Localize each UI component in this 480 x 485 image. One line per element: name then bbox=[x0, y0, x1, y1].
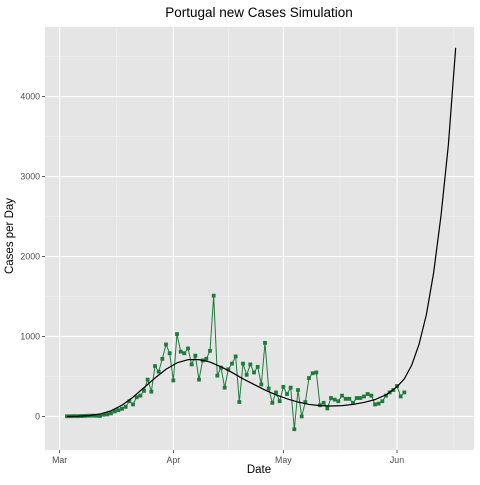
observed-data-point bbox=[307, 376, 311, 380]
observed-data-point bbox=[145, 377, 150, 382]
observed-data-point bbox=[186, 346, 190, 351]
observed-data-point bbox=[197, 377, 201, 382]
gridlines bbox=[45, 27, 474, 450]
observed-data-point bbox=[281, 384, 286, 389]
observed-data-point bbox=[149, 389, 154, 394]
observed-data-point bbox=[116, 408, 121, 413]
observed-data-point bbox=[219, 365, 223, 370]
observed-data-point bbox=[354, 396, 359, 400]
observed-data-point bbox=[347, 396, 352, 401]
observed-data-point bbox=[164, 342, 168, 347]
observed-data-point bbox=[373, 402, 377, 407]
observed-data-point bbox=[310, 371, 315, 376]
observed-data-point bbox=[358, 396, 363, 400]
observed-data-point bbox=[233, 354, 238, 359]
observed-data-point bbox=[376, 401, 381, 406]
observed-data-point bbox=[343, 396, 348, 401]
observed-data-point bbox=[402, 390, 407, 395]
observed-data-point bbox=[321, 400, 326, 405]
observed-data-point bbox=[270, 400, 275, 405]
observed-data-point bbox=[208, 348, 212, 353]
y-tick-label: 1000 bbox=[20, 331, 40, 341]
observed-data-point bbox=[380, 399, 385, 404]
observed-data-point bbox=[123, 404, 128, 409]
observed-data-point bbox=[244, 372, 249, 377]
plot-panel bbox=[45, 27, 474, 450]
observed-data-point bbox=[160, 356, 165, 361]
observed-data-point bbox=[336, 399, 341, 404]
observed-data-point bbox=[98, 414, 102, 418]
x-tick-label: May bbox=[275, 455, 292, 465]
observed-data-point bbox=[332, 397, 337, 402]
y-tick-label: 2000 bbox=[20, 251, 40, 261]
y-tick-label: 3000 bbox=[20, 172, 40, 182]
observed-data-point bbox=[314, 370, 319, 375]
observed-data-point bbox=[351, 400, 355, 405]
observed-data-point bbox=[109, 411, 113, 416]
observed-data-point bbox=[237, 400, 242, 404]
observed-data-point bbox=[329, 396, 333, 400]
observed-data-point bbox=[241, 361, 245, 366]
x-tick-label: Jun bbox=[390, 455, 404, 465]
observed-data-point bbox=[292, 427, 297, 432]
observed-data-point bbox=[285, 392, 289, 396]
chart-title: Portugal new Cases Simulation bbox=[165, 5, 353, 20]
observed-data-point bbox=[175, 332, 179, 336]
observed-data-point bbox=[303, 400, 308, 404]
observed-data-point bbox=[127, 399, 132, 404]
observed-data-point bbox=[101, 412, 106, 417]
observed-data-point bbox=[138, 393, 143, 398]
observed-data-point bbox=[215, 373, 220, 378]
y-axis-label: Cases per Day bbox=[4, 198, 16, 274]
observed-data-point bbox=[134, 395, 139, 400]
observed-data-point bbox=[277, 399, 282, 404]
observed-data-point bbox=[263, 340, 267, 345]
observed-data-point bbox=[167, 351, 172, 356]
observed-data-point bbox=[182, 351, 187, 356]
observed-data-point bbox=[274, 390, 278, 395]
x-axis-label: Date bbox=[247, 464, 271, 476]
observed-data-point bbox=[325, 406, 330, 411]
observed-data-point bbox=[299, 414, 304, 419]
observed-data-point bbox=[398, 394, 403, 399]
observed-data-point bbox=[94, 413, 99, 418]
observed-data-point bbox=[365, 392, 370, 396]
observed-data-point bbox=[105, 412, 110, 417]
observed-data-point bbox=[266, 386, 271, 391]
observed-data-point bbox=[369, 393, 374, 398]
axes: 0 1000 2000 3000 4000 Mar Apr May Jun bbox=[20, 92, 404, 465]
observed-data-point bbox=[193, 353, 198, 358]
observed-data-point bbox=[189, 362, 194, 367]
observed-data-point bbox=[178, 349, 183, 354]
observed-data-point bbox=[255, 364, 260, 369]
observed-data-point bbox=[171, 378, 176, 383]
x-tick-label: Mar bbox=[52, 455, 67, 465]
observed-data-point bbox=[362, 394, 366, 399]
observed-data-point bbox=[131, 402, 135, 407]
observed-data-point bbox=[384, 393, 388, 398]
observed-data-point bbox=[222, 385, 227, 390]
y-tick-label: 0 bbox=[35, 411, 40, 421]
observed-data-point bbox=[112, 409, 117, 414]
observed-data-point bbox=[156, 369, 161, 374]
x-tick-label: Apr bbox=[166, 455, 180, 465]
observed-data-point bbox=[153, 364, 157, 368]
observed-data-point bbox=[340, 393, 344, 398]
observed-data-point bbox=[248, 362, 253, 367]
series-layer bbox=[65, 47, 457, 432]
y-tick-label: 4000 bbox=[20, 92, 40, 102]
observed-data-point bbox=[204, 356, 209, 361]
observed-data-point bbox=[230, 361, 234, 366]
observed-data-point bbox=[259, 382, 264, 387]
observed-data-point bbox=[142, 388, 146, 393]
observed-data-point bbox=[211, 293, 216, 298]
observed-data-point bbox=[296, 388, 300, 392]
observed-data-point bbox=[252, 370, 256, 375]
simulation-series-line bbox=[66, 47, 457, 418]
observed-data-point bbox=[120, 406, 124, 411]
observed-data-point bbox=[288, 385, 293, 390]
observed-data-point bbox=[226, 367, 231, 372]
